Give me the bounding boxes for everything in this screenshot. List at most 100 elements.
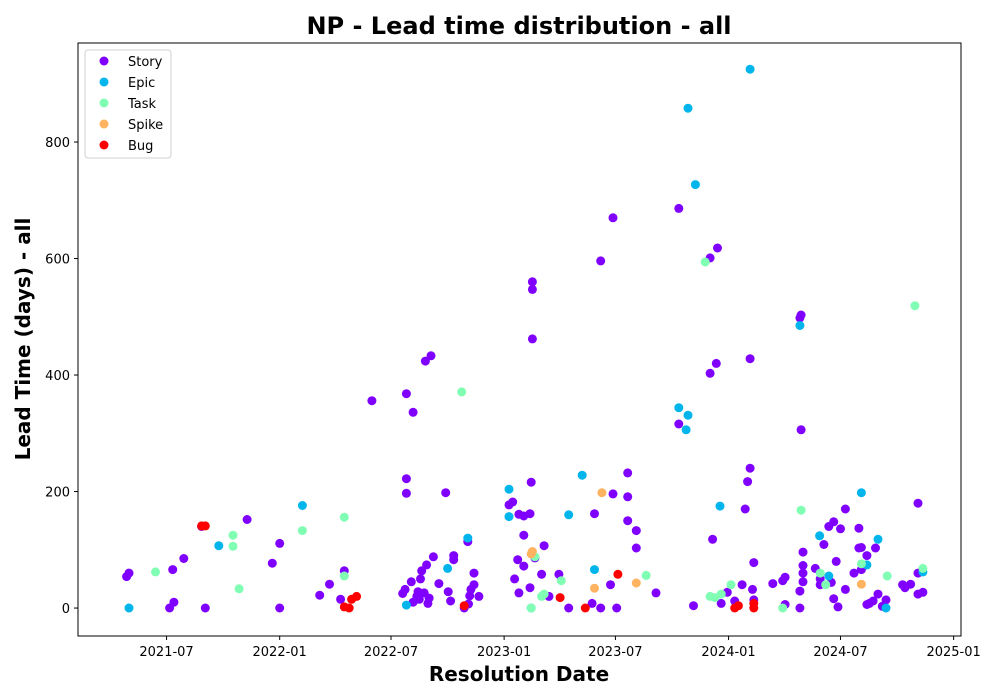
data-point-story <box>596 256 606 266</box>
legend-label-spike: Spike <box>128 118 163 133</box>
data-point-story <box>831 556 841 566</box>
plot-frame <box>77 42 962 637</box>
data-point-story <box>711 358 721 368</box>
data-point-epic <box>745 64 755 74</box>
data-point-story <box>829 517 839 527</box>
data-point-story <box>422 560 432 570</box>
data-point-story <box>414 594 424 604</box>
data-point-story <box>200 603 210 613</box>
x-tick-label: 2022-07 <box>364 645 418 660</box>
data-point-story <box>446 596 456 606</box>
data-point-story <box>424 593 434 603</box>
data-point-story <box>795 586 805 596</box>
data-point-story <box>564 603 574 613</box>
data-point-story <box>748 584 757 594</box>
series-epic <box>124 64 928 613</box>
x-axis-label: Resolution Date <box>429 662 609 686</box>
data-point-task <box>457 387 467 397</box>
data-point-story <box>525 509 535 519</box>
data-point-task <box>716 589 726 599</box>
data-point-task <box>556 576 566 586</box>
data-point-story <box>796 310 806 320</box>
data-point-story <box>124 568 134 578</box>
data-point-story <box>674 419 684 429</box>
data-point-epic <box>824 571 834 581</box>
data-point-story <box>606 580 615 590</box>
data-point-story <box>525 583 535 593</box>
data-point-epic <box>124 603 134 613</box>
data-point-story <box>708 534 718 544</box>
data-point-epic <box>577 470 587 480</box>
y-tick-label: 800 <box>45 136 70 151</box>
data-point-spike <box>527 547 537 556</box>
data-points <box>122 64 928 613</box>
data-point-story <box>623 516 633 526</box>
data-point-story <box>868 596 878 606</box>
data-point-story <box>242 515 252 524</box>
data-point-story <box>469 568 479 578</box>
data-point-story <box>537 569 547 579</box>
data-point-story <box>840 584 850 594</box>
x-tick-label: 2024-07 <box>813 645 867 660</box>
data-point-story <box>539 541 549 551</box>
data-point-story <box>705 368 715 378</box>
data-point-story <box>749 558 759 568</box>
data-point-story <box>833 602 843 612</box>
data-point-story <box>179 554 189 563</box>
data-point-story <box>275 603 285 613</box>
data-point-epic <box>463 533 473 543</box>
data-point-bug <box>459 601 469 611</box>
data-point-epic <box>297 501 307 510</box>
x-tick-label: 2022-01 <box>253 645 307 660</box>
data-point-epic <box>795 321 805 330</box>
data-point-story <box>169 597 179 607</box>
y-tick-label: 600 <box>45 253 70 268</box>
data-point-story <box>740 504 750 514</box>
data-point-story <box>275 538 285 548</box>
x-tick-label: 2025-01 <box>926 645 980 660</box>
legend-marker-story <box>99 56 109 66</box>
data-point-story <box>674 203 684 213</box>
data-point-task <box>815 568 825 578</box>
legend-label-story: Story <box>128 55 163 70</box>
data-point-story <box>631 526 641 536</box>
data-point-story <box>716 598 726 608</box>
data-point-story <box>881 595 891 605</box>
data-point-story <box>871 543 880 553</box>
data-point-story <box>508 497 518 507</box>
data-point-bug <box>733 601 743 611</box>
data-point-task <box>339 571 349 581</box>
data-point-spike <box>590 583 599 593</box>
data-point-task <box>151 567 160 577</box>
y-axis: 0 200 400 600 800 <box>45 136 78 617</box>
data-point-story <box>608 489 618 499</box>
data-point-task <box>297 526 307 536</box>
y-tick-label: 400 <box>45 369 70 384</box>
data-point-story <box>856 543 866 552</box>
data-point-story <box>527 284 537 294</box>
data-point-story <box>836 524 845 534</box>
data-point-story <box>401 488 411 498</box>
data-point-story <box>780 572 790 582</box>
data-point-bug <box>352 591 362 601</box>
data-point-task <box>856 559 866 569</box>
data-point-epic <box>856 488 866 498</box>
data-point-story <box>798 547 808 557</box>
data-point-story <box>510 574 520 584</box>
data-point-story <box>325 579 334 589</box>
data-point-task <box>539 589 549 599</box>
data-point-story <box>612 603 622 613</box>
data-point-story <box>513 555 523 565</box>
data-point-story <box>918 587 928 597</box>
x-tick-label: 2021-07 <box>139 645 193 660</box>
data-point-story <box>854 523 864 533</box>
data-point-story <box>587 598 597 608</box>
data-point-epic <box>504 512 514 522</box>
legend-label-bug: Bug <box>128 139 153 154</box>
data-point-story <box>519 561 529 571</box>
data-point-story <box>267 558 277 568</box>
data-point-story <box>400 584 410 594</box>
data-point-story <box>873 589 883 599</box>
data-point-story <box>737 580 747 590</box>
